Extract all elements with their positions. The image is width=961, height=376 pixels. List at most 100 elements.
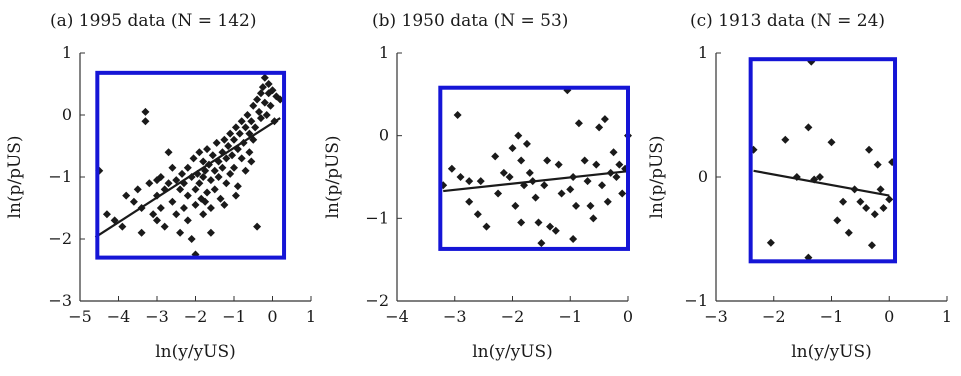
data-point (873, 160, 882, 169)
data-point (592, 160, 601, 169)
data-point (491, 152, 500, 161)
data-point (245, 148, 254, 157)
data-point (447, 164, 456, 173)
data-point (598, 181, 607, 190)
data-point (164, 179, 173, 188)
data-point (206, 176, 215, 185)
data-point (191, 200, 200, 209)
data-point (465, 197, 474, 206)
y-tick-label: −2 (48, 229, 72, 248)
data-point (222, 154, 231, 163)
y-tick-label: −2 (365, 291, 389, 310)
data-point (210, 166, 219, 175)
x-axis-label: ln(y/yUS) (791, 342, 872, 362)
data-point (230, 163, 238, 172)
data-point (580, 156, 589, 165)
fit-line (443, 170, 629, 193)
data-point (517, 218, 526, 227)
data-point (827, 138, 836, 147)
x-tick-label: −2 (762, 307, 786, 326)
data-point (876, 185, 885, 194)
y-tick-label: 1 (379, 43, 389, 62)
x-tick-label: −1 (222, 307, 246, 326)
data-point (156, 204, 165, 212)
data-point (268, 86, 277, 95)
data-point (176, 228, 185, 237)
fit-line (94, 117, 281, 239)
data-point (168, 163, 177, 172)
data-point (210, 185, 219, 194)
data-point (253, 222, 262, 231)
data-point (266, 101, 275, 110)
data-point (554, 160, 563, 169)
data-point (247, 117, 256, 126)
data-point (118, 222, 127, 231)
data-point (235, 129, 244, 138)
data-point (216, 194, 225, 203)
data-point (203, 145, 212, 154)
data-point (172, 176, 181, 185)
data-point (133, 185, 142, 194)
data-point (168, 197, 177, 206)
data-point (251, 123, 260, 132)
x-tick-label: −2 (501, 307, 525, 326)
panel-a: (a) 1995 data (N = 142)−5 −4 −3 −2 −1 0 1−3−2−… (5, 11, 316, 362)
data-point (231, 191, 240, 200)
data-point (237, 117, 246, 126)
data-point (222, 179, 231, 188)
data-point (546, 222, 555, 231)
data-point (603, 197, 612, 206)
data-point (220, 200, 229, 209)
data-point (609, 148, 618, 157)
x-tick-label: 1 (942, 307, 952, 326)
data-point (766, 238, 775, 247)
data-point (540, 181, 549, 190)
data-point (566, 185, 575, 194)
x-tick-label: 0 (884, 307, 894, 326)
data-point (499, 168, 508, 177)
x-tick-label: −5 (68, 307, 92, 326)
data-point (230, 135, 238, 144)
data-point (543, 156, 552, 165)
data-point (494, 189, 503, 198)
panel-b: (b) 1950 data (N = 53) −4 −3 −2 −1 0 −2 −1 0 1 ln(… (323, 11, 633, 362)
data-point (511, 201, 520, 210)
y-axis-label: ln(p/pUS) (323, 135, 343, 218)
data-point (537, 239, 546, 248)
y-tick-label: 0 (379, 126, 389, 145)
data-point (514, 131, 523, 140)
data-point (833, 216, 842, 225)
data-point (260, 73, 269, 82)
data-point (618, 189, 627, 198)
data-point (231, 123, 240, 132)
data-point (482, 222, 491, 231)
y-tick-label: 1 (62, 43, 72, 62)
panel-title: (c) 1913 data (N = 24) (690, 11, 885, 31)
data-point (226, 169, 235, 178)
data-point (183, 191, 192, 200)
data-point (517, 156, 526, 165)
data-point (141, 107, 150, 116)
x-axis-label: ln(y/yUS) (155, 342, 236, 362)
y-tick-label: −3 (48, 291, 72, 310)
x-tick-label: −3 (145, 307, 169, 326)
data-point (612, 173, 621, 181)
data-point (572, 201, 581, 210)
data-point (129, 197, 138, 206)
x-tick-label: −4 (385, 307, 409, 326)
data-point (804, 123, 813, 132)
data-point (183, 216, 192, 225)
data-point (862, 204, 871, 212)
y-axis-label: ln(p/pUS) (647, 135, 667, 218)
data-point (465, 177, 474, 186)
data-point (879, 204, 888, 212)
data-point (203, 188, 212, 197)
y-tick-label: 0 (62, 105, 72, 124)
data-point (247, 157, 256, 166)
data-point (867, 241, 876, 250)
data-point (199, 173, 208, 181)
data-point (153, 176, 161, 185)
data-point (569, 235, 578, 243)
data-point (149, 210, 158, 219)
